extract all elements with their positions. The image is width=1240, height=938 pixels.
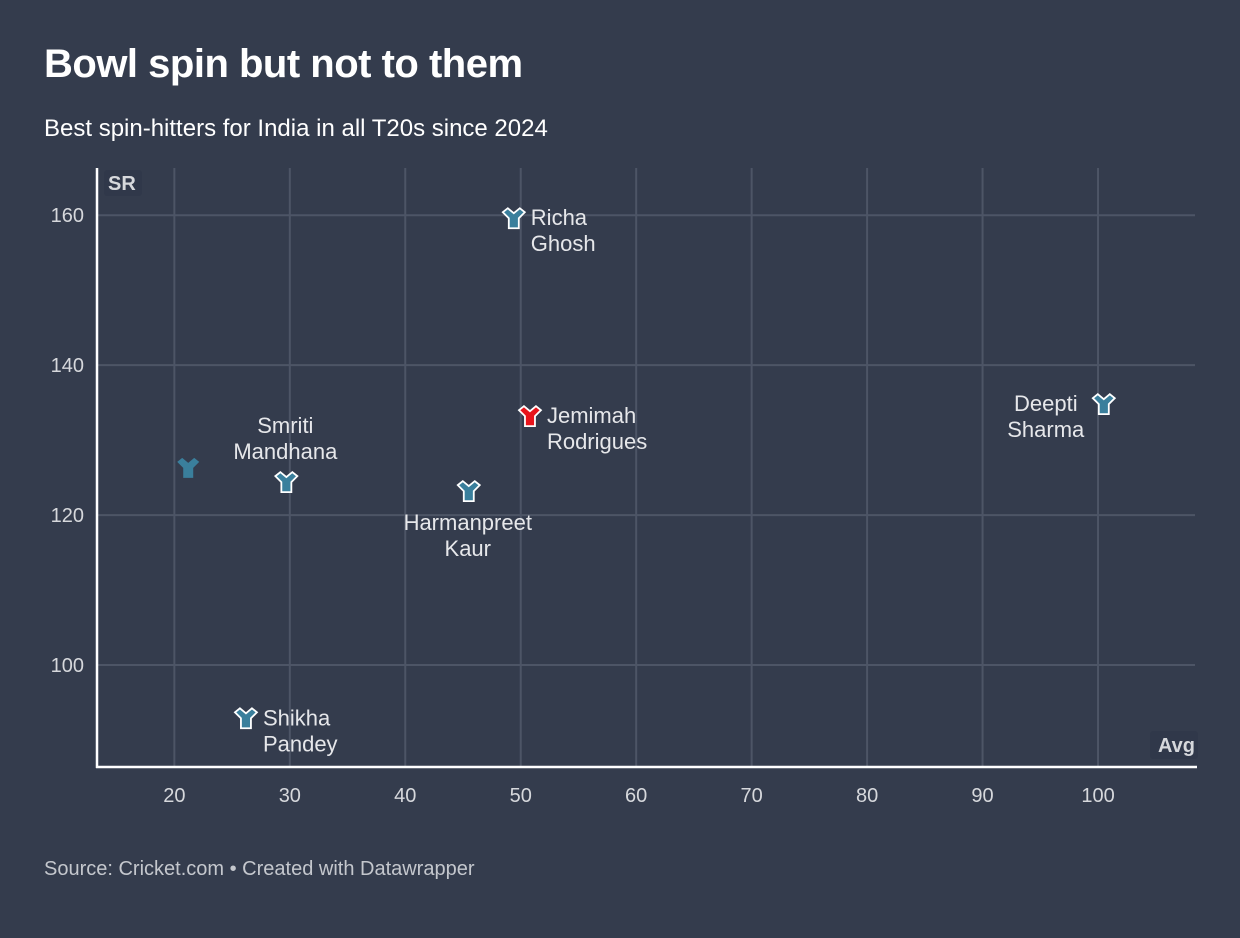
- data-point-marker: [274, 470, 299, 494]
- y-axis-title: SR: [108, 173, 136, 195]
- data-point-marker: [501, 207, 527, 230]
- data-point-label: Jemimah Rodrigues: [547, 403, 647, 454]
- source-credit: Source: Cricket.com • Created with Dataw…: [44, 858, 475, 880]
- data-point-label: Richa Ghosh: [531, 205, 596, 256]
- y-tick-label: 160: [51, 205, 84, 227]
- data-point-marker: [1091, 392, 1117, 416]
- data-point-label: Shikha Pandey: [263, 705, 338, 756]
- chart-title: Bowl spin but not to them: [44, 42, 523, 86]
- data-point-marker: [177, 457, 200, 478]
- label-layer: Richa Ghosh Jemimah Rodrigues Deepti Sharma Sm…: [233, 205, 1085, 756]
- y-tick-label: 140: [51, 355, 84, 377]
- y-tick-label: 100: [51, 655, 84, 677]
- data-point-label: Deepti Sharma: [1007, 391, 1085, 442]
- x-tick-label: 70: [741, 785, 763, 807]
- data-point-marker: [233, 707, 259, 730]
- y-axis-title-bg: [104, 170, 142, 196]
- x-tick-label: 60: [625, 785, 647, 807]
- axis-layer: 20 30 40 50 60 70 80 90 100 100 120 140 160 SR Avg: [51, 168, 1198, 807]
- x-axis-title-bg: [1150, 731, 1198, 759]
- x-axis-title: Avg: [1158, 735, 1195, 757]
- x-tick-label: 30: [279, 785, 301, 807]
- x-tick-label: 90: [971, 785, 993, 807]
- x-tick-label: 20: [163, 785, 185, 807]
- chart-subtitle: Best spin-hitters for India in all T20s …: [44, 115, 548, 142]
- y-tick-label: 120: [51, 505, 84, 527]
- data-point-marker: [517, 404, 543, 428]
- data-point-label: Harmanpreet Kaur: [404, 510, 532, 561]
- x-tick-label: 50: [510, 785, 532, 807]
- x-tick-label: 40: [394, 785, 416, 807]
- data-point-marker: [456, 479, 482, 503]
- data-point-label: Smriti Mandhana: [233, 413, 338, 464]
- x-tick-label: 100: [1081, 785, 1114, 807]
- x-tick-label: 80: [856, 785, 878, 807]
- grid-layer: [97, 168, 1195, 767]
- point-layer: [177, 207, 1117, 730]
